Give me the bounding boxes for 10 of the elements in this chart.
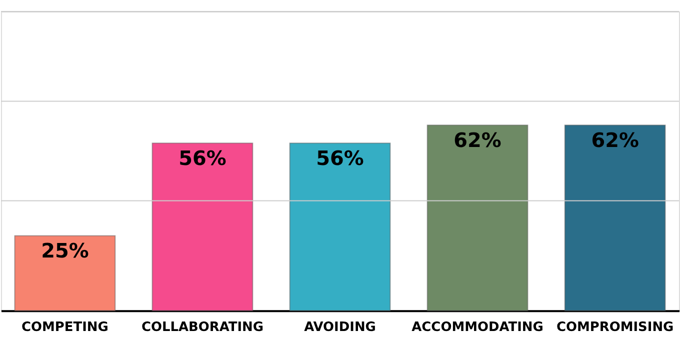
data-label: 62% (454, 128, 502, 152)
x-tick-label: COLLABORATING (141, 320, 264, 336)
data-label: 56% (316, 146, 364, 170)
x-tick-label: COMPETING (22, 320, 108, 336)
data-label: 56% (178, 146, 226, 170)
x-tick-label: ACCOMMODATING (412, 320, 544, 336)
data-label: 25% (41, 238, 89, 263)
x-tick-label: AVOIDING (304, 320, 376, 336)
data-label: 62% (591, 128, 639, 152)
x-tick-label: COMPROMISING (556, 320, 674, 336)
